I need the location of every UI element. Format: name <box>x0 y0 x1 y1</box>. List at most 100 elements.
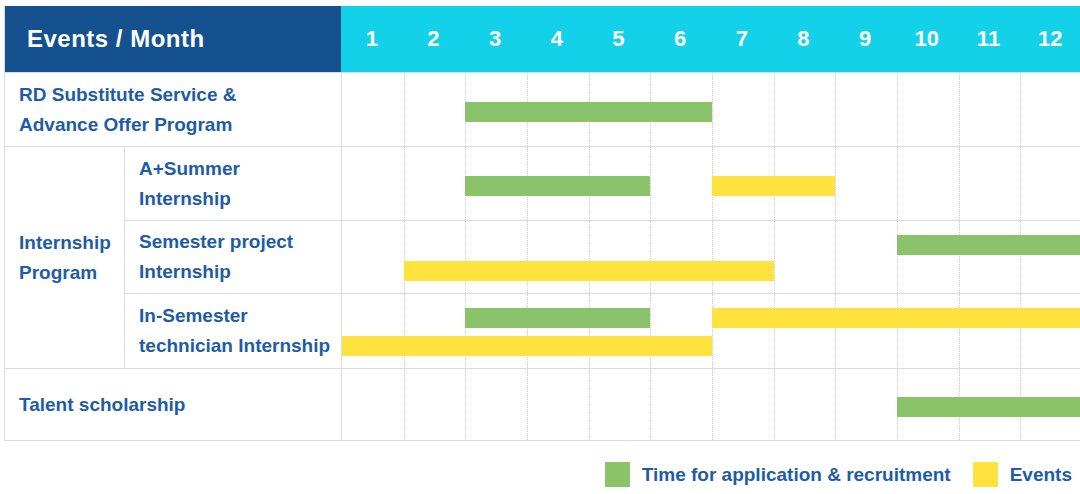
row-label: Semester projectInternship <box>124 220 341 293</box>
month-header-2: 2 <box>403 6 465 72</box>
month-gridline <box>1020 294 1021 368</box>
month-gridline <box>774 73 775 146</box>
month-gridline <box>959 221 960 293</box>
row-label: A+SummerInternship <box>124 146 341 220</box>
month-header-3: 3 <box>464 6 526 72</box>
month-gridline <box>404 369 405 440</box>
legend-swatch-green <box>605 462 630 487</box>
month-gridline <box>712 294 713 368</box>
month-gridline <box>897 73 898 146</box>
corner-header-cell: Events / Month <box>5 6 341 72</box>
table-header-row: Events / Month 123456789101112 <box>5 6 1080 72</box>
month-header-11: 11 <box>958 6 1020 72</box>
chart-row <box>341 368 1080 440</box>
month-gridline <box>897 294 898 368</box>
row-label: Talent scholarship <box>5 368 341 440</box>
row-label-line: In-Semester <box>139 301 341 331</box>
month-gridline <box>404 147 405 220</box>
gantt-bar-green <box>465 308 650 328</box>
month-header-6: 6 <box>649 6 711 72</box>
row-label-line: Talent scholarship <box>19 390 341 420</box>
gantt-bar-yellow <box>342 336 712 356</box>
events-month-table: Events / Month 123456789101112 RD Substi… <box>4 6 1080 441</box>
legend: Time for application & recruitment Events <box>605 462 1072 487</box>
month-header-5: 5 <box>588 6 650 72</box>
month-gridline <box>589 294 590 368</box>
month-gridline <box>959 147 960 220</box>
group-label-line: Internship <box>19 228 124 258</box>
month-gridline <box>712 221 713 293</box>
chart-row <box>341 293 1080 368</box>
month-gridline <box>404 221 405 293</box>
month-gridline <box>589 221 590 293</box>
row-label-line: technician Internship <box>139 331 341 361</box>
row-label: RD Substitute Service &Advance Offer Pro… <box>5 72 341 146</box>
month-header-4: 4 <box>526 6 588 72</box>
row-label-line: Advance Offer Program <box>19 110 341 140</box>
month-gridline <box>1020 147 1021 220</box>
month-gridline <box>650 147 651 220</box>
month-gridline <box>404 294 405 368</box>
month-gridline <box>1020 73 1021 146</box>
month-gridline <box>712 369 713 440</box>
month-gridline <box>527 221 528 293</box>
month-gridline <box>1020 221 1021 293</box>
month-gridline <box>712 73 713 146</box>
chart-row <box>341 72 1080 146</box>
row-label: In-Semestertechnician Internship <box>124 293 341 368</box>
month-gridline <box>897 221 898 293</box>
month-gridline <box>959 73 960 146</box>
month-header-1: 1 <box>341 6 403 72</box>
month-gridline <box>897 147 898 220</box>
month-gridline <box>527 294 528 368</box>
month-gridline <box>835 221 836 293</box>
month-header-12: 12 <box>1019 6 1080 72</box>
month-gridline <box>959 294 960 368</box>
gantt-bar-yellow <box>712 176 835 196</box>
month-gridline <box>465 294 466 368</box>
gantt-bar-green <box>897 397 1080 417</box>
group-label-internship-program: InternshipProgram <box>5 146 124 368</box>
month-gridline <box>650 221 651 293</box>
month-gridline <box>835 369 836 440</box>
gantt-bar-yellow <box>712 308 1080 328</box>
table-body: RD Substitute Service &Advance Offer Pro… <box>5 72 1080 440</box>
legend-item-green: Time for application & recruitment <box>605 462 951 487</box>
month-gridline <box>774 294 775 368</box>
row-label-line: Semester project <box>139 227 341 257</box>
row-label-line: Internship <box>139 184 341 214</box>
row-label-line: RD Substitute Service & <box>19 80 341 110</box>
gantt-bar-green <box>465 176 650 196</box>
month-gridline <box>527 369 528 440</box>
gantt-bar-yellow <box>404 261 774 281</box>
legend-swatch-yellow <box>973 462 998 487</box>
month-gridline <box>774 221 775 293</box>
month-gridline <box>650 294 651 368</box>
month-gridline <box>774 369 775 440</box>
month-header-9: 9 <box>834 6 896 72</box>
gantt-schedule-canvas: Events / Month 123456789101112 RD Substi… <box>0 0 1080 494</box>
month-gridline <box>465 369 466 440</box>
month-gridline <box>835 294 836 368</box>
legend-item-yellow: Events <box>973 462 1072 487</box>
month-gridline <box>835 147 836 220</box>
month-header-7: 7 <box>711 6 773 72</box>
month-gridline <box>835 73 836 146</box>
legend-label-green: Time for application & recruitment <box>642 464 951 486</box>
row-label-line: A+Summer <box>139 154 341 184</box>
month-gridline <box>589 369 590 440</box>
month-header-8: 8 <box>773 6 835 72</box>
month-gridline <box>465 221 466 293</box>
month-gridline <box>650 369 651 440</box>
row-label-line: Internship <box>139 257 341 287</box>
month-gridline <box>404 73 405 146</box>
gantt-bar-green <box>897 235 1080 255</box>
chart-row <box>341 146 1080 220</box>
corner-header-title: Events / Month <box>27 25 205 53</box>
legend-label-yellow: Events <box>1010 464 1072 486</box>
month-header-10: 10 <box>896 6 958 72</box>
month-header-row: 123456789101112 <box>341 6 1080 72</box>
chart-row <box>341 220 1080 293</box>
group-label-line: Program <box>19 258 124 288</box>
gantt-bar-green <box>465 102 712 122</box>
